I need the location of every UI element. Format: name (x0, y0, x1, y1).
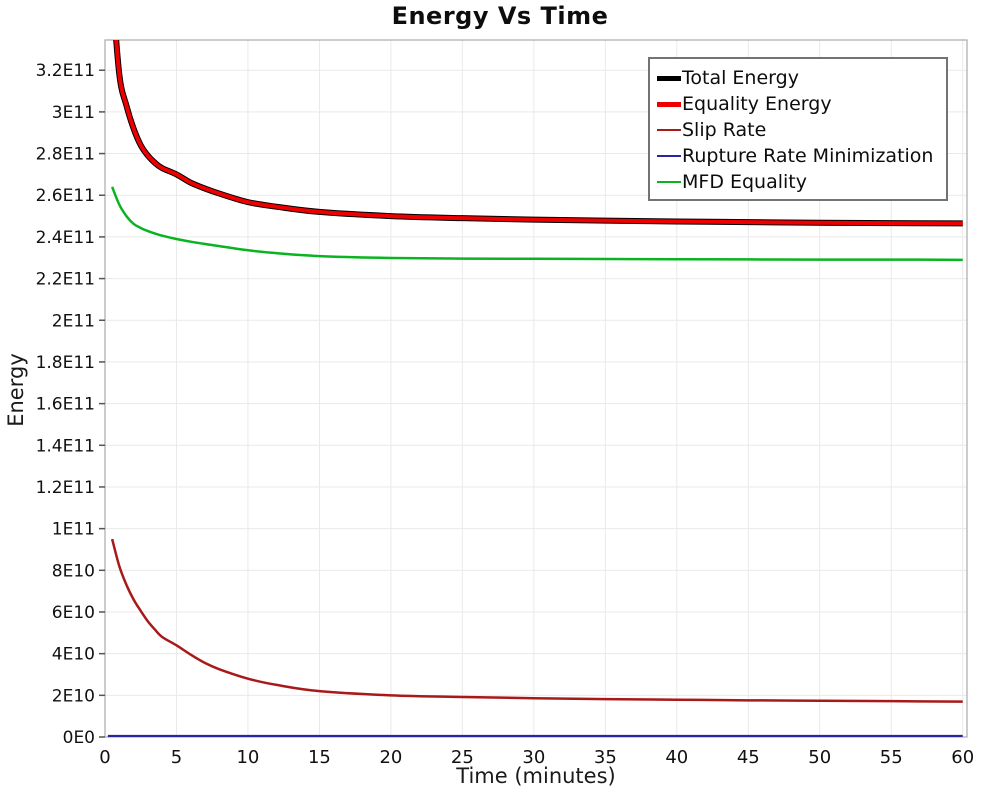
y-tick-label: 1.8E11 (36, 353, 95, 373)
y-tick-label: 1E11 (52, 520, 95, 540)
y-tick-label: 4E10 (52, 645, 95, 665)
x-tick-label: 60 (951, 747, 974, 768)
legend-item-total-energy: Total Energy (657, 65, 940, 91)
legend-label: MFD Equality (682, 171, 807, 193)
x-tick-label: 35 (594, 747, 617, 768)
y-tick-label: 1.4E11 (36, 436, 95, 456)
series-group (107, 40, 963, 738)
series-line-slip-rate (110, 538, 963, 703)
x-tick-label: 50 (808, 747, 831, 768)
x-tick-label: 30 (522, 747, 545, 768)
x-tick-label: 40 (665, 747, 688, 768)
legend-item-slip-rate: Slip Rate (657, 117, 940, 143)
x-tick-label: 0 (99, 747, 110, 768)
y-tick-label: 2E11 (52, 311, 95, 331)
legend-item-equality-energy: Equality Energy (657, 91, 940, 117)
legend-line-swatch (657, 75, 681, 81)
y-tick-label: 3E11 (52, 103, 95, 123)
legend-item-rupture-rate-minimization: Rupture Rate Minimization (657, 143, 940, 169)
y-tick-label: 2.8E11 (36, 145, 95, 165)
series-line-mfd-equality (110, 186, 963, 262)
legend-line-swatch (657, 180, 681, 184)
legend-label: Rupture Rate Minimization (682, 145, 934, 167)
legend-line-swatch (657, 128, 681, 132)
legend-line-swatch (657, 154, 681, 158)
legend-label: Slip Rate (682, 119, 767, 141)
series-line-equality-energy (114, 40, 963, 226)
legend-label: Total Energy (682, 67, 799, 89)
y-tick-label: 8E10 (52, 561, 95, 581)
legend: Total Energy Equality Energy Slip Rate Rupt… (648, 57, 948, 201)
y-tick-label: 2E10 (52, 686, 95, 706)
y-tick-label: 3.2E11 (36, 61, 95, 81)
x-axis-title: Time (minutes) (456, 764, 616, 788)
x-tick-label: 45 (737, 747, 760, 768)
x-tick-label: 10 (236, 747, 259, 768)
y-tick-label: 0E0 (63, 728, 95, 748)
chart-title: Energy Vs Time (391, 2, 609, 30)
y-tick-label: 2.6E11 (36, 186, 95, 206)
x-tick-label: 5 (171, 747, 182, 768)
y-tick-label: 2.2E11 (36, 270, 95, 290)
y-tick-label: 1.6E11 (36, 395, 95, 415)
legend-label: Equality Energy (682, 93, 832, 115)
y-tick-label: 1.2E11 (36, 478, 95, 498)
legend-item-mfd-equality: MFD Equality (657, 169, 940, 195)
y-tick-label: 6E10 (52, 603, 95, 623)
x-tick-label: 25 (451, 747, 474, 768)
legend-line-swatch (657, 101, 681, 107)
x-tick-label: 15 (308, 747, 331, 768)
y-tick-label: 2.4E11 (36, 228, 95, 248)
y-axis-title: Energy (4, 353, 28, 427)
x-tick-label: 20 (379, 747, 402, 768)
x-tick-label: 55 (880, 747, 903, 768)
